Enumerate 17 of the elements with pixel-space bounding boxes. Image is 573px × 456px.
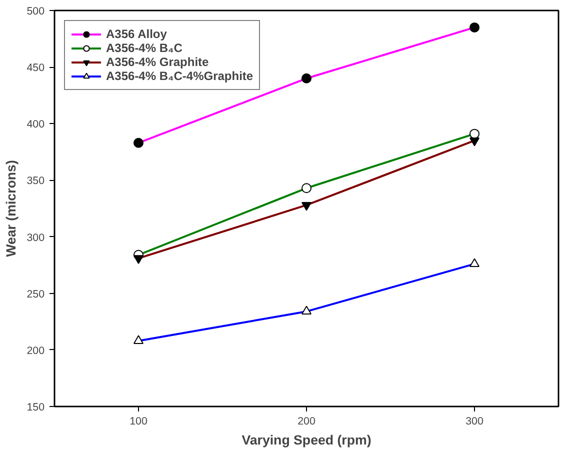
y-tick-label: 250: [26, 288, 45, 300]
x-tick-label: 100: [130, 416, 148, 428]
legend-label: A356-4% Graphite: [106, 55, 209, 69]
y-tick-label: 200: [26, 344, 45, 357]
y-tick-label: 350: [26, 175, 45, 188]
y-tick-label: 400: [26, 118, 45, 131]
y-tick-label: 150: [26, 402, 45, 414]
legend-label: A356 Alloy: [106, 27, 167, 41]
x-tick-label: 200: [298, 416, 316, 428]
legend-label: A356-4% B₄C-4%Graphite: [106, 69, 254, 83]
y-tick-label: 450: [26, 62, 45, 74]
x-tick-label: 300: [466, 416, 484, 428]
y-tick-label: 500: [26, 6, 45, 18]
legend-label: A356-4% B₄C: [106, 41, 182, 55]
y-tick-label: 300: [26, 232, 45, 244]
y-axis-title: Wear (microns): [4, 160, 19, 257]
x-axis-title: Varying Speed (rpm): [242, 432, 372, 448]
